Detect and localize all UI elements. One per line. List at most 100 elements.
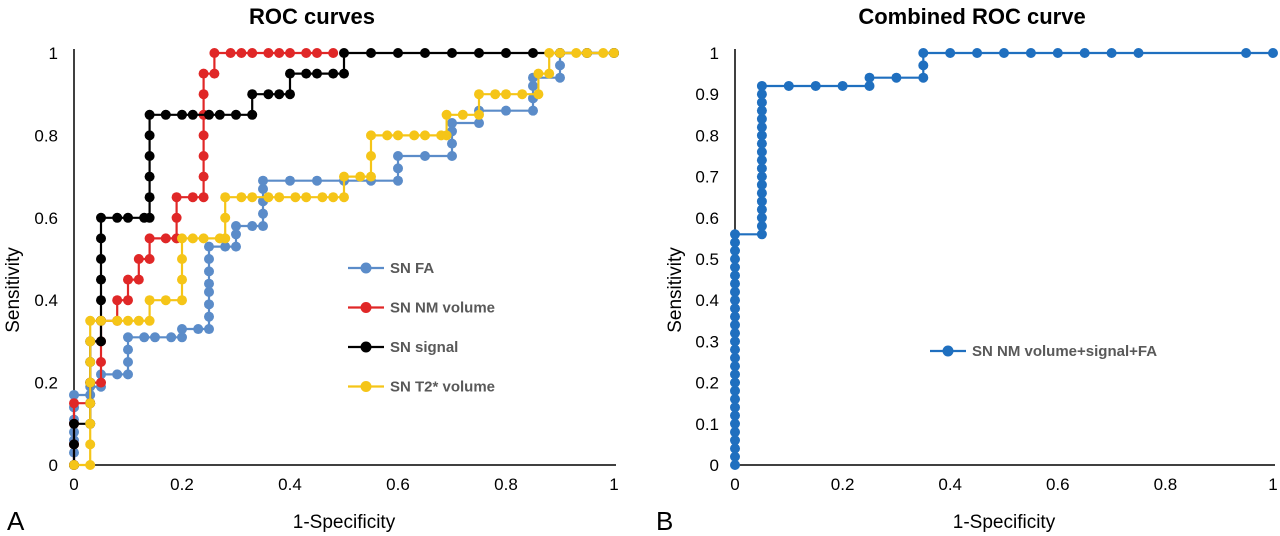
data-point (247, 48, 258, 58)
data-point (756, 171, 767, 182)
data-point (187, 233, 198, 244)
data-point (528, 48, 538, 58)
data-point (544, 68, 555, 79)
y-tick-label: 0.1 (695, 415, 719, 434)
data-point (972, 48, 983, 58)
data-point (328, 68, 339, 79)
y-tick-label: 1 (710, 44, 719, 63)
legend-label: SN signal (390, 339, 458, 356)
data-point (756, 80, 767, 91)
data-point (312, 68, 322, 79)
data-point (112, 295, 123, 306)
data-point (730, 286, 740, 297)
data-point (582, 48, 592, 58)
data-point (204, 109, 214, 120)
data-point (730, 262, 740, 273)
legend-entry: SN FA (348, 260, 434, 277)
data-point (328, 192, 339, 203)
legend-label: SN FA (390, 260, 434, 277)
data-point (756, 122, 767, 133)
data-point (144, 130, 155, 141)
data-point (247, 221, 258, 232)
data-point (177, 274, 187, 285)
data-point (177, 254, 187, 264)
data-point (187, 192, 198, 203)
data-point (258, 175, 268, 186)
data-point (730, 394, 740, 405)
data-point (474, 89, 484, 100)
data-point (501, 105, 511, 116)
data-point (756, 188, 767, 199)
x-tick-label: 0.6 (386, 475, 410, 494)
data-point (756, 163, 767, 174)
data-point (555, 72, 565, 83)
data-point (317, 192, 328, 203)
plot-area: 0 0.2 0.4 0.6 0.8 1 0 0.2 0.4 0.6 0.8 1 SN FA SN NM v… (34, 44, 619, 494)
data-point (177, 295, 187, 306)
data-point (756, 113, 767, 124)
y-tick-label: 0.6 (34, 209, 58, 228)
data-point (756, 130, 767, 141)
y-tick-label: 0 (49, 456, 58, 475)
data-point (214, 109, 225, 120)
data-point (420, 48, 430, 58)
legend-marker (360, 341, 372, 353)
data-point (756, 221, 767, 232)
data-point (204, 299, 214, 310)
data-point (258, 221, 268, 232)
y-tick-label: 0.6 (695, 209, 719, 228)
data-point (209, 68, 220, 79)
data-point (285, 89, 295, 100)
data-point (420, 130, 430, 141)
data-point (96, 336, 106, 347)
data-point (247, 109, 258, 120)
data-point (123, 369, 133, 380)
data-point (204, 286, 214, 297)
data-point (290, 192, 301, 203)
data-point (382, 130, 393, 141)
data-point (301, 48, 312, 58)
data-point (160, 233, 171, 244)
data-point (225, 48, 236, 58)
data-point (756, 179, 767, 190)
data-point (756, 212, 767, 223)
data-point (139, 332, 150, 343)
data-point (198, 151, 209, 161)
data-point (501, 89, 511, 100)
data-point (160, 295, 171, 306)
data-point (555, 48, 565, 58)
data-point (187, 109, 198, 120)
data-point (420, 151, 430, 161)
data-point (177, 109, 187, 120)
data-point (166, 332, 177, 343)
x-tick-label: 0 (69, 475, 78, 494)
data-point (247, 89, 258, 100)
x-tick-label: 0.8 (1154, 475, 1178, 494)
data-point (123, 315, 133, 326)
data-point (366, 171, 376, 182)
data-point (231, 229, 241, 240)
data-point (312, 48, 322, 58)
data-point (501, 48, 511, 58)
data-point (918, 72, 929, 83)
data-point (555, 60, 565, 71)
data-point (756, 146, 767, 157)
data-point (393, 151, 403, 161)
data-point (730, 245, 740, 256)
data-point (474, 48, 484, 58)
data-point (528, 80, 538, 91)
data-point (177, 233, 187, 244)
data-point (274, 48, 285, 58)
data-point (730, 369, 740, 380)
data-point (864, 80, 875, 91)
data-point (204, 311, 214, 322)
y-tick-label: 1 (49, 44, 58, 63)
data-point (609, 48, 619, 58)
plot-area: 0 0.2 0.4 0.6 0.8 1 0 0.1 0.2 0.3 0.4 0.5 0.6 0.7 0.8 0… (695, 44, 1278, 494)
data-point (69, 398, 79, 409)
data-point (69, 389, 79, 400)
data-point (756, 105, 767, 116)
y-tick-label: 0.9 (695, 85, 719, 104)
x-tick-label: 0.4 (278, 475, 302, 494)
